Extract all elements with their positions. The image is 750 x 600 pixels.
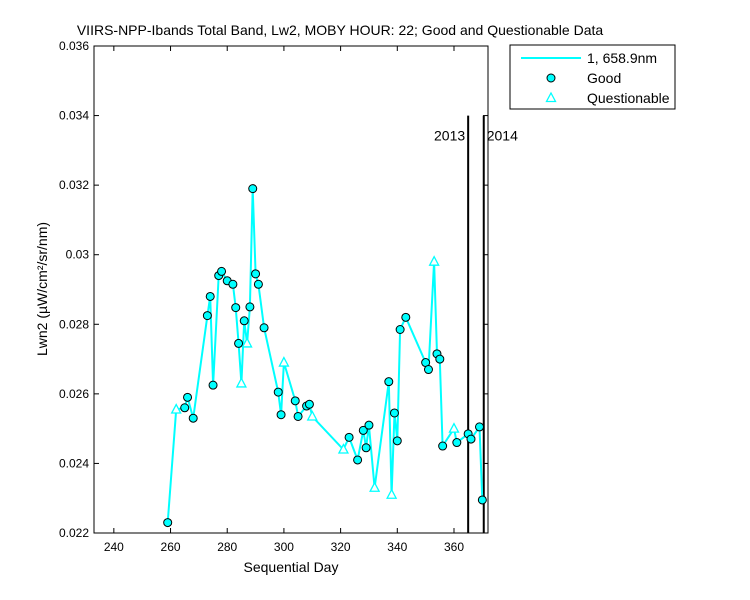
legend: 1, 658.9nm Good Questionable bbox=[509, 44, 676, 110]
questionable-point bbox=[337, 443, 350, 454]
good-point bbox=[231, 303, 241, 313]
y-tick-label: 0.028 bbox=[59, 317, 89, 331]
x-tick-label: 320 bbox=[331, 540, 351, 554]
good-point bbox=[163, 518, 173, 528]
x-tick-label: 260 bbox=[161, 540, 181, 554]
legend-good-label: Good bbox=[587, 70, 621, 86]
good-point bbox=[353, 455, 363, 465]
good-point bbox=[180, 403, 190, 413]
legend-good-swatch bbox=[546, 73, 556, 83]
questionable-point bbox=[278, 356, 290, 367]
good-point bbox=[217, 266, 227, 276]
good-point bbox=[364, 420, 374, 430]
chart-title: VIIRS-NPP-Ibands Total Band, Lw2, MOBY H… bbox=[77, 22, 604, 38]
x-axis-label: Sequential Day bbox=[244, 559, 339, 575]
y-tick-label: 0.032 bbox=[59, 178, 89, 192]
y-axis: 0.022 0.024 0.026 0.028 0.03 0.032 0.034 0.036 bbox=[59, 39, 488, 540]
y-tick-label: 0.024 bbox=[59, 456, 89, 470]
y-tick-label: 0.034 bbox=[59, 109, 89, 123]
questionable-point bbox=[170, 403, 182, 414]
good-point bbox=[208, 380, 218, 390]
good-point bbox=[273, 387, 283, 397]
plot-frame bbox=[93, 45, 489, 534]
legend-line-label: 1, 658.9nm bbox=[587, 50, 657, 66]
good-point bbox=[361, 443, 371, 453]
x-axis: 240 260 280 300 320 340 360 bbox=[104, 46, 464, 554]
x-tick-label: 300 bbox=[274, 540, 294, 554]
good-point bbox=[276, 410, 286, 420]
good-point bbox=[293, 411, 303, 421]
good-point bbox=[205, 291, 215, 301]
y-tick-label: 0.022 bbox=[59, 526, 89, 540]
year-label-2014: 2014 bbox=[487, 128, 518, 144]
good-point bbox=[401, 312, 411, 322]
good-point bbox=[239, 316, 249, 326]
good-point bbox=[344, 432, 354, 442]
questionable-point bbox=[241, 337, 253, 348]
y-tick-label: 0.036 bbox=[59, 39, 89, 53]
good-point bbox=[474, 422, 484, 432]
good-point bbox=[253, 279, 263, 289]
good-point bbox=[251, 269, 261, 279]
good-point bbox=[188, 413, 198, 423]
good-point bbox=[435, 354, 445, 364]
y-tick-label: 0.03 bbox=[66, 248, 90, 262]
questionable-markers bbox=[170, 255, 460, 499]
questionable-point bbox=[386, 488, 398, 499]
good-point bbox=[358, 425, 368, 435]
good-point bbox=[452, 438, 462, 448]
good-point bbox=[290, 396, 300, 406]
x-tick-label: 340 bbox=[387, 540, 407, 554]
questionable-point bbox=[306, 410, 318, 421]
good-point bbox=[389, 408, 399, 418]
good-point bbox=[438, 441, 448, 451]
good-point bbox=[384, 377, 394, 387]
good-point bbox=[228, 279, 238, 289]
x-tick-label: 280 bbox=[217, 540, 237, 554]
good-point bbox=[234, 338, 244, 348]
good-point bbox=[395, 325, 405, 335]
good-point bbox=[245, 302, 255, 312]
good-point bbox=[423, 365, 433, 375]
year-label-2013: 2013 bbox=[434, 128, 465, 144]
questionable-point bbox=[235, 377, 247, 388]
x-tick-label: 360 bbox=[444, 540, 464, 554]
year-divider-lines: 2013 2014 bbox=[434, 115, 518, 533]
legend-box bbox=[509, 44, 676, 110]
good-markers bbox=[163, 184, 487, 528]
good-point bbox=[477, 495, 487, 505]
legend-questionable-swatch bbox=[545, 91, 557, 103]
good-point bbox=[392, 436, 402, 446]
good-point bbox=[259, 323, 269, 333]
good-point bbox=[304, 399, 314, 409]
y-axis-label: Lwn2 (µW/cm²/sr/nm) bbox=[34, 222, 50, 356]
y-tick-label: 0.026 bbox=[59, 387, 89, 401]
x-tick-label: 240 bbox=[104, 540, 124, 554]
good-point bbox=[466, 434, 476, 444]
good-point bbox=[248, 184, 258, 194]
questionable-point bbox=[448, 422, 460, 433]
good-point bbox=[202, 311, 212, 321]
questionable-point bbox=[369, 481, 381, 492]
legend-questionable-label: Questionable bbox=[587, 90, 670, 106]
questionable-point bbox=[428, 255, 440, 266]
good-point bbox=[183, 392, 193, 402]
